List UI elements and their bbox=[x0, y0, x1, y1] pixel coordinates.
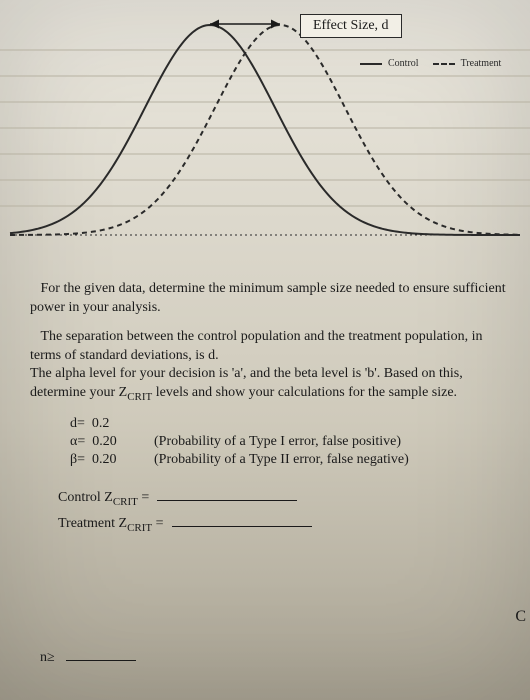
legend-control: Control bbox=[360, 58, 419, 69]
beta-value: 0.20 bbox=[92, 452, 117, 467]
legend-swatch-dash bbox=[433, 63, 455, 65]
paragraph-1: For the given data, determine the minimu… bbox=[30, 280, 510, 318]
paragraph-3b-text: levels and show your calculations for th… bbox=[152, 385, 457, 400]
treatment-zcrit-blank bbox=[172, 514, 312, 527]
paragraph-3: The alpha level for your decision is 'a'… bbox=[30, 365, 510, 405]
control-zcrit-row: Control ZCRIT = bbox=[58, 488, 312, 508]
paragraph-2: The separation between the control popul… bbox=[30, 328, 510, 366]
legend-control-label: Control bbox=[388, 58, 419, 69]
chart-legend: Control Treatment bbox=[360, 58, 515, 69]
param-d: d= 0.2 bbox=[70, 416, 409, 432]
alpha-label: α= bbox=[70, 434, 85, 449]
effect-size-title: Effect Size, d bbox=[313, 18, 389, 33]
beta-label: β= bbox=[70, 452, 85, 467]
legend-swatch-solid bbox=[360, 63, 382, 65]
treatment-zcrit-label: Treatment Z bbox=[58, 516, 127, 531]
distributions-chart bbox=[0, 0, 530, 260]
alpha-note: (Probability of a Type I error, false po… bbox=[154, 434, 401, 450]
paragraph-1-text: For the given data, determine the minimu… bbox=[30, 281, 506, 315]
paragraph-2-text: The separation between the control popul… bbox=[30, 329, 483, 363]
n-blank bbox=[66, 648, 136, 661]
treatment-zcrit-row: Treatment ZCRIT = bbox=[58, 514, 312, 534]
param-beta: β= 0.20 (Probability of a Type II error,… bbox=[70, 452, 409, 468]
d-value: 0.2 bbox=[92, 416, 110, 431]
worksheet-page: Effect Size, d Control Treatment For the… bbox=[0, 0, 530, 700]
n-row: n≥ bbox=[40, 648, 136, 666]
control-zcrit-sub: CRIT bbox=[113, 496, 138, 508]
d-label: d= bbox=[70, 416, 85, 431]
control-zcrit-label: Control Z bbox=[58, 490, 113, 505]
treatment-zcrit-eq: = bbox=[152, 516, 163, 531]
alpha-value: 0.20 bbox=[92, 434, 117, 449]
chart-area: Effect Size, d Control Treatment bbox=[0, 0, 530, 260]
parameter-list: d= 0.2 α= 0.20 (Probability of a Type I … bbox=[70, 416, 409, 470]
legend-treatment: Treatment bbox=[433, 58, 502, 69]
beta-note: (Probability of a Type II error, false n… bbox=[154, 452, 409, 468]
zcrit-section: Control ZCRIT = Treatment ZCRIT = bbox=[58, 488, 312, 540]
control-zcrit-blank bbox=[157, 488, 297, 501]
n-label: n≥ bbox=[40, 650, 55, 665]
legend-treatment-label: Treatment bbox=[461, 58, 502, 69]
param-alpha: α= 0.20 (Probability of a Type I error, … bbox=[70, 434, 409, 450]
edge-letter-c: C bbox=[515, 608, 526, 626]
effect-size-title-box: Effect Size, d bbox=[300, 14, 402, 38]
treatment-zcrit-sub: CRIT bbox=[127, 522, 152, 534]
zcrit-subscript: CRIT bbox=[127, 391, 152, 403]
control-zcrit-eq: = bbox=[138, 490, 149, 505]
